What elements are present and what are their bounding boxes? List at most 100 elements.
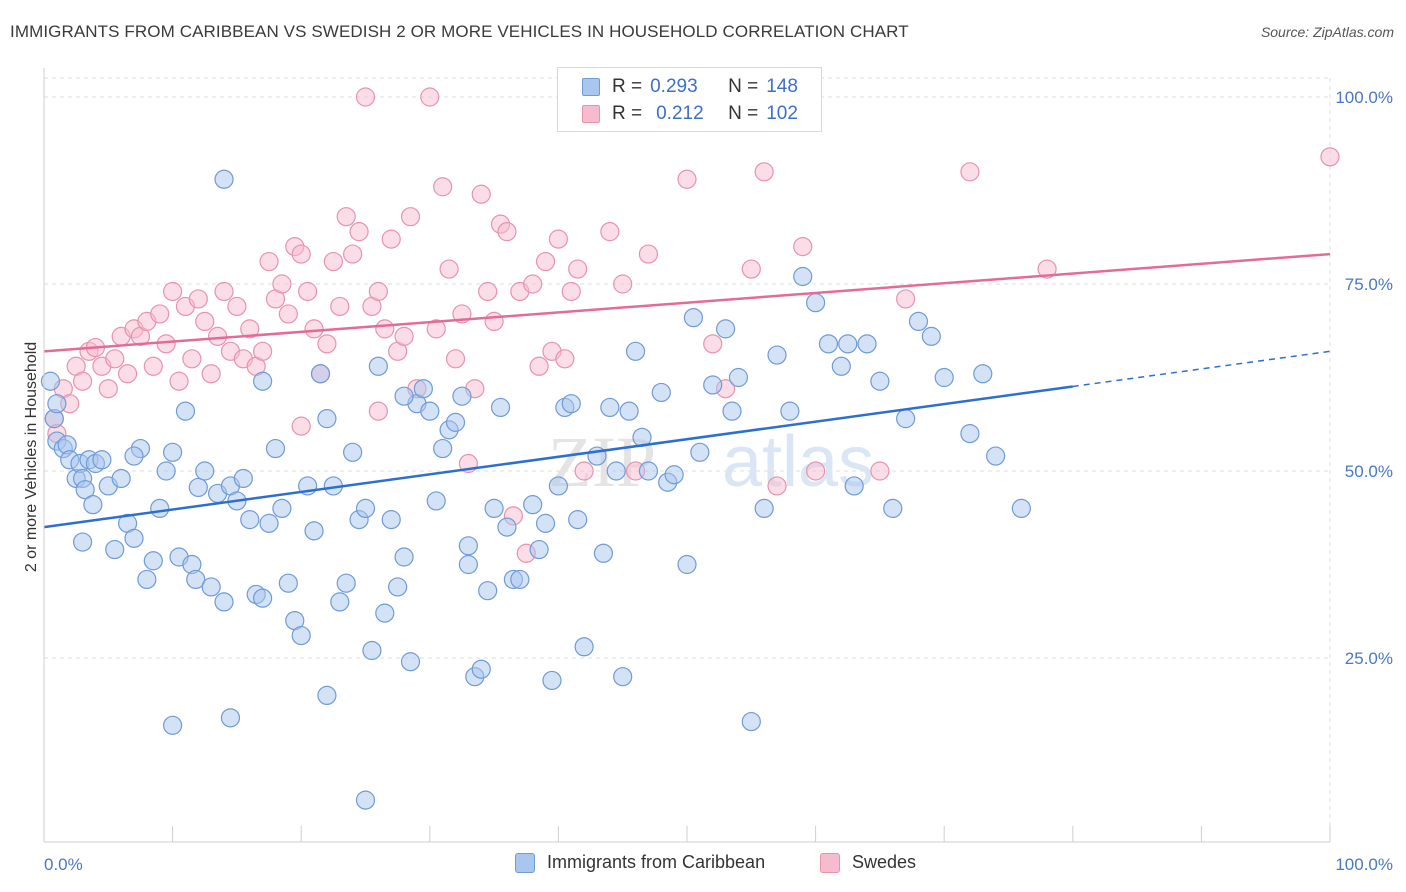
caribbean-point	[188, 477, 208, 498]
caribbean-point	[452, 386, 472, 406]
swedes-point	[497, 222, 517, 242]
caribbean-point	[619, 401, 639, 421]
swedes-point	[600, 222, 620, 242]
caribbean-point	[240, 510, 260, 530]
series-legend: Immigrants from Caribbean Swedes	[0, 852, 1406, 878]
swedes-point	[574, 461, 594, 481]
swedes-point	[330, 296, 350, 317]
swedes-point	[529, 356, 549, 376]
n-label: N =	[728, 76, 759, 97]
caribbean-point	[426, 491, 446, 511]
caribbean-points	[40, 169, 1031, 810]
swedes-point	[201, 364, 221, 384]
caribbean-point	[143, 551, 163, 571]
caribbean-point	[535, 513, 556, 533]
x-tick-label-max: 100.0%	[1335, 855, 1393, 874]
n-value: 102	[766, 103, 798, 124]
swedes-legend-swatch	[820, 852, 840, 873]
caribbean-point	[883, 498, 903, 518]
caribbean-point	[400, 652, 421, 672]
stats-row-caribbean: R = 0.293 N = 148	[582, 74, 798, 100]
n-value: 148	[766, 76, 798, 97]
caribbean-point	[664, 465, 684, 485]
caribbean-point	[741, 711, 761, 732]
swedes-point	[317, 334, 337, 354]
swedes-point	[304, 319, 324, 339]
caribbean-point	[233, 468, 253, 489]
caribbean-point	[568, 510, 588, 530]
caribbean-point	[137, 569, 157, 590]
swedes-point	[278, 304, 298, 324]
swedes-point	[298, 281, 318, 302]
x-tick-label-min: 0.0%	[44, 855, 83, 874]
caribbean-point	[934, 367, 954, 388]
swedes-point	[420, 87, 440, 107]
swedes-point	[343, 244, 363, 264]
caribbean-point	[420, 401, 440, 421]
swedes-point	[169, 371, 189, 391]
caribbean-point	[561, 394, 581, 414]
caribbean-point	[394, 386, 414, 406]
swedes-point	[272, 274, 292, 294]
swedes-point	[703, 334, 723, 354]
caribbean-point	[818, 334, 839, 354]
caribbean-point	[375, 603, 395, 623]
swedes-point	[805, 461, 826, 481]
caribbean-point	[317, 409, 337, 429]
caribbean-point	[330, 592, 350, 612]
swedes-point	[375, 319, 395, 339]
swedes-point	[227, 296, 247, 317]
swedes-point	[445, 349, 466, 369]
caribbean-point	[805, 293, 826, 313]
stats-row-swedes: R = 0.212 N = 102	[582, 101, 798, 127]
swedes-point	[870, 461, 890, 481]
swedes-point	[188, 289, 208, 309]
swedes-point	[741, 259, 761, 279]
caribbean-point	[220, 708, 241, 728]
caribbean-point	[310, 364, 331, 384]
caribbean-point	[471, 659, 491, 679]
caribbean-point	[683, 308, 704, 328]
caribbean-point	[728, 367, 749, 388]
caribbean-point	[703, 375, 723, 395]
swedes-point	[568, 259, 588, 279]
caribbean-point	[722, 401, 742, 421]
caribbean-point	[690, 442, 710, 462]
caribbean-point	[606, 461, 626, 481]
caribbean-point	[542, 670, 562, 691]
caribbean-point	[195, 461, 215, 481]
r-label: R =	[612, 76, 643, 97]
caribbean-point	[613, 667, 633, 687]
trend-lines	[43, 252, 1331, 529]
swedes-point	[638, 244, 659, 264]
caribbean-point	[593, 543, 614, 563]
swedes-point	[535, 251, 556, 272]
caribbean-point	[413, 379, 433, 399]
swedes-point	[433, 177, 453, 197]
caribbean-point	[92, 450, 112, 470]
swedes-point	[677, 169, 697, 189]
n-label: N =	[728, 103, 759, 124]
chart-title: IMMIGRANTS FROM CARIBBEAN VS SWEDISH 2 O…	[10, 22, 909, 41]
swedes-point	[1320, 147, 1340, 167]
swedes-point	[150, 304, 170, 324]
caribbean-point	[490, 397, 511, 418]
caribbean-point	[394, 547, 414, 567]
swedes-point	[960, 162, 980, 182]
caribbean-point	[214, 169, 234, 189]
caribbean-point	[793, 266, 813, 287]
caribbean-point	[510, 569, 530, 590]
caribbean-point	[272, 498, 292, 518]
swedes-point	[381, 229, 401, 249]
caribbean-point	[458, 554, 478, 575]
caribbean-point	[651, 382, 671, 403]
swedes-point	[368, 401, 388, 421]
swedes-point	[523, 274, 543, 294]
caribbean-point	[156, 461, 176, 481]
swedes-point	[336, 207, 356, 227]
caribbean-point	[831, 356, 851, 376]
caribbean-point	[838, 334, 858, 354]
caribbean-point	[72, 532, 93, 552]
axis-layer: 25.0% 50.0% 75.0% 100.0% 0.0% 100.0%	[43, 68, 1393, 874]
caribbean-point	[163, 715, 183, 735]
